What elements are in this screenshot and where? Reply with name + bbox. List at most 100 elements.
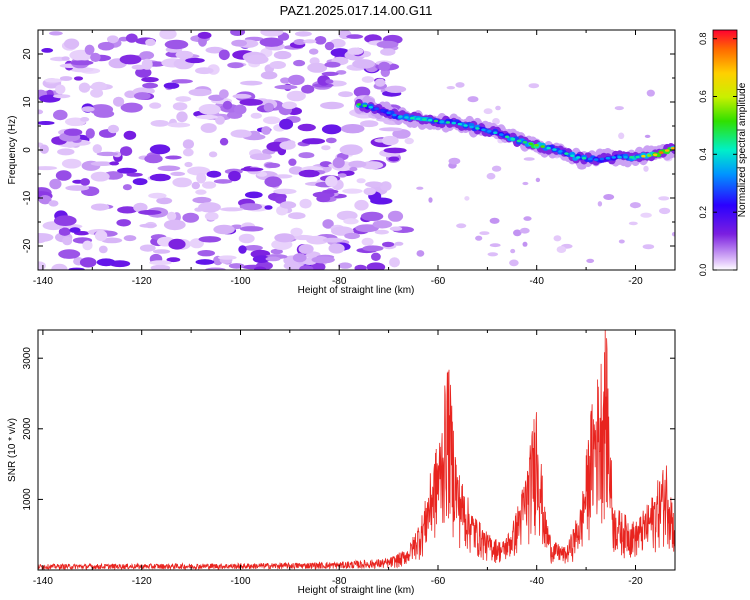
colorbar-tick-label: 0.6 <box>698 90 708 103</box>
noise-blob <box>80 117 90 122</box>
noise-blob <box>265 256 281 262</box>
noise-blob <box>260 30 284 37</box>
colorbar: 0.0 0.2 0.4 0.6 0.8 Normalized spectral ampl… <box>698 29 748 277</box>
noise-blob <box>219 89 229 99</box>
snr-plot-area <box>38 330 675 570</box>
noise-blob <box>184 161 193 168</box>
noise-blob <box>200 123 217 133</box>
colorbar-tick-label: 0.0 <box>698 264 708 277</box>
noise-blob <box>109 161 120 166</box>
noise-blob <box>239 203 263 211</box>
ridge-peak <box>659 151 664 154</box>
noise-blob <box>228 170 241 182</box>
noise-blob <box>293 59 306 67</box>
noise-blob <box>264 205 273 210</box>
noise-blob <box>107 35 119 44</box>
noise-blob <box>299 265 314 270</box>
noise-blob <box>218 49 230 61</box>
ridge-peak <box>493 131 498 134</box>
noise-blob <box>522 241 528 247</box>
noise-blob <box>116 219 131 227</box>
y-tick-label: -20 <box>22 238 33 253</box>
y-tick-label: 3000 <box>22 347 33 370</box>
colorbar-tick-label: 0.2 <box>698 206 708 219</box>
noise-blob <box>182 139 194 150</box>
noise-blob <box>269 61 286 69</box>
noise-blob <box>456 223 467 229</box>
y-tick-label: 0 <box>22 147 33 153</box>
noise-blob <box>489 217 500 224</box>
noise-blob <box>172 102 188 111</box>
noise-blob <box>311 256 335 264</box>
noise-blob <box>380 181 392 192</box>
snr-frame <box>37 329 676 571</box>
noise-blob <box>69 60 94 66</box>
noise-blob <box>362 245 384 252</box>
noise-blob <box>328 243 345 254</box>
noise-blob <box>618 239 625 244</box>
noise-blob <box>182 212 199 223</box>
noise-blob <box>344 232 360 240</box>
noise-blob <box>486 172 496 180</box>
ridge-peak <box>374 107 379 110</box>
noise-blob <box>195 67 214 75</box>
noise-blob <box>81 106 95 112</box>
noise-blob <box>175 50 194 59</box>
noise-blob <box>298 152 315 159</box>
noise-blob <box>352 59 375 69</box>
ridge-peak <box>457 122 462 126</box>
noise-blob <box>292 253 307 263</box>
ridge-peak <box>433 119 439 123</box>
noise-blob <box>416 250 425 257</box>
noise-blob <box>336 210 358 221</box>
noise-blob <box>54 215 77 226</box>
noise-blob <box>82 240 93 251</box>
noise-blob <box>392 129 411 139</box>
noise-blob <box>389 226 403 231</box>
noise-blob <box>376 40 399 49</box>
ridge-peak <box>416 117 421 121</box>
noise-blob <box>338 91 354 98</box>
noise-blob <box>205 46 225 54</box>
noise-blob <box>233 104 247 115</box>
ridge-peak <box>581 156 587 160</box>
noise-blob <box>53 94 71 99</box>
noise-blob <box>658 196 670 201</box>
noise-blob <box>39 144 49 154</box>
noise-blob <box>342 188 363 194</box>
y-tick-label: 1000 <box>22 488 33 511</box>
noise-blob <box>182 148 194 157</box>
noise-blob <box>325 79 334 84</box>
noise-blob <box>231 39 248 47</box>
noise-blob <box>120 146 133 157</box>
noise-blob <box>378 127 403 132</box>
noise-blob <box>195 259 215 265</box>
noise-blob <box>535 177 541 183</box>
ridge-peak <box>439 120 445 123</box>
noise-blob <box>346 34 364 39</box>
noise-blob <box>38 233 48 244</box>
noise-blob <box>68 267 85 270</box>
noise-blob <box>339 144 363 156</box>
noise-blob <box>380 48 396 56</box>
noise-blob <box>206 170 222 178</box>
noise-blob <box>238 245 247 254</box>
noise-blob <box>159 30 177 40</box>
noise-blob <box>198 202 221 213</box>
ridge-peak <box>552 148 557 151</box>
noise-blob <box>123 130 137 140</box>
noise-blob <box>261 126 271 135</box>
noise-blob <box>322 237 343 243</box>
noise-blob <box>172 177 192 188</box>
ridge-peak <box>623 155 628 159</box>
noise-blob <box>133 202 148 213</box>
ridge-peak <box>392 113 397 117</box>
noise-blob <box>340 124 365 134</box>
noise-blob <box>279 141 296 150</box>
ridge-core <box>388 110 395 116</box>
noise-blob <box>250 112 262 119</box>
noise-blob <box>354 199 369 211</box>
noise-blob <box>230 129 252 138</box>
